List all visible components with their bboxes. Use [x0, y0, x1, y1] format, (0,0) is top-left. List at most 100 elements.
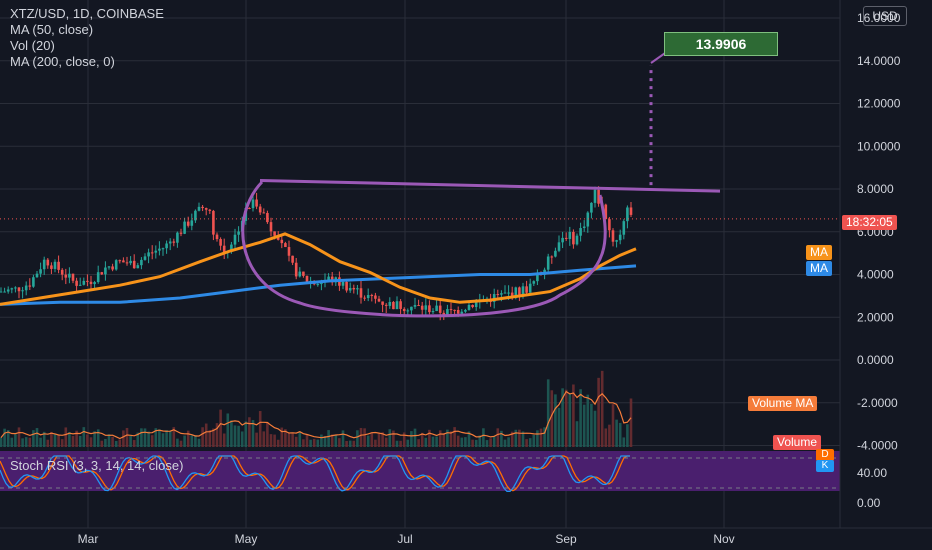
volume-bar: [262, 431, 266, 447]
volume-bar: [104, 438, 107, 447]
volume-bar: [464, 437, 467, 447]
candle-body: [262, 212, 266, 214]
volume-bar: [10, 437, 14, 447]
candle-body: [500, 293, 503, 295]
volume-bar: [107, 434, 111, 447]
candle-body: [370, 295, 374, 297]
volume-bar: [478, 435, 482, 447]
volume-bar: [518, 429, 521, 447]
volume-bar: [0, 437, 3, 447]
candle-body: [132, 260, 136, 269]
candle-body: [446, 309, 449, 315]
candle-body: [35, 273, 39, 278]
volume-bar: [626, 424, 629, 447]
volume-bar: [204, 423, 208, 447]
candle-body: [417, 305, 420, 307]
candle-body: [611, 230, 615, 242]
candle-body: [572, 231, 575, 245]
candle-body: [557, 242, 561, 251]
candle-body: [215, 234, 219, 240]
stoch-rsi-lines: [0, 455, 630, 493]
volume-bar: [93, 431, 96, 447]
volume-ma-path: [0, 390, 632, 440]
volume-bar: [330, 434, 334, 447]
volume-bar: [327, 430, 330, 447]
candle-body: [305, 275, 309, 282]
volume-bar: [114, 440, 118, 447]
volume-bar: [348, 440, 352, 447]
volume-bar: [24, 437, 28, 447]
candle-body: [118, 260, 122, 262]
y-tick-label: -4.0000: [857, 439, 898, 453]
candle-body: [456, 309, 460, 314]
candle-body: [28, 285, 32, 287]
candle-body: [122, 260, 125, 263]
volume-bar: [532, 434, 536, 447]
candle-body: [194, 210, 197, 221]
volume-bar: [521, 431, 525, 447]
candle-body: [568, 231, 572, 239]
volume-bar: [572, 384, 575, 447]
volume-bar: [381, 432, 384, 447]
candle-body: [176, 232, 179, 243]
legend-vol: Vol (20): [10, 38, 55, 53]
candle-body: [71, 273, 75, 281]
volume-bar: [3, 428, 6, 447]
volume-bar: [341, 430, 345, 447]
candle-body: [564, 237, 568, 239]
volume-bar: [255, 432, 258, 447]
candle-body: [582, 226, 586, 229]
candle-body: [179, 232, 183, 234]
volume-bar: [86, 434, 89, 447]
volume-bar: [158, 429, 161, 447]
rsi-d-line: [0, 455, 630, 492]
volume-bar: [197, 438, 201, 447]
volume-bar: [489, 438, 492, 447]
volume-bar: [298, 431, 302, 447]
candle-body: [284, 243, 287, 248]
volume-bar: [82, 427, 86, 447]
candle-body: [294, 262, 298, 277]
volume-bar: [323, 435, 327, 447]
candle-body: [467, 304, 471, 310]
volume-bar: [618, 422, 622, 447]
candle-body: [438, 305, 442, 313]
candle-body: [100, 272, 104, 275]
x-tick-label: Mar: [78, 532, 99, 546]
candle-body: [622, 221, 626, 235]
x-tick-label: Jul: [397, 532, 412, 546]
volume-bar: [96, 429, 100, 447]
candle-body: [464, 309, 467, 312]
volume-bar: [388, 429, 392, 447]
candle-body: [251, 199, 255, 209]
candle-body: [395, 301, 399, 310]
candle-body: [172, 241, 176, 243]
x-tick-label: Sep: [555, 532, 577, 546]
volume-ma-tag: Volume MA: [748, 396, 818, 411]
volume-bar: [150, 435, 154, 447]
candle-body: [24, 285, 28, 291]
chart-legend: XTZ/USD, 1D, COINBASE MA (50, close) Vol…: [10, 6, 164, 70]
candle-body: [586, 212, 590, 227]
x-tick-label: May: [235, 532, 258, 546]
candle-body: [280, 239, 284, 244]
y-tick-label: 16.0000: [857, 11, 901, 25]
volume-bar: [32, 430, 35, 447]
currency-button[interactable]: USD: [863, 6, 907, 26]
candle-body: [302, 271, 305, 276]
volume-bars: [0, 370, 633, 447]
volume-bar: [316, 439, 320, 447]
candle-body: [190, 220, 194, 226]
volume-bar: [399, 440, 402, 447]
price-candles: [0, 186, 633, 321]
volume-bar: [226, 413, 230, 447]
volume-bar: [338, 438, 341, 447]
legend-symbol: XTZ/USD, 1D, COINBASE: [10, 6, 164, 21]
rsi-title: Stoch RSI (3, 3, 14, 14, close): [10, 458, 184, 473]
volume-bar: [194, 435, 197, 447]
volume-bar: [503, 439, 507, 447]
candle-body: [413, 305, 417, 307]
candle-body: [514, 287, 518, 298]
candle-body: [17, 287, 21, 292]
